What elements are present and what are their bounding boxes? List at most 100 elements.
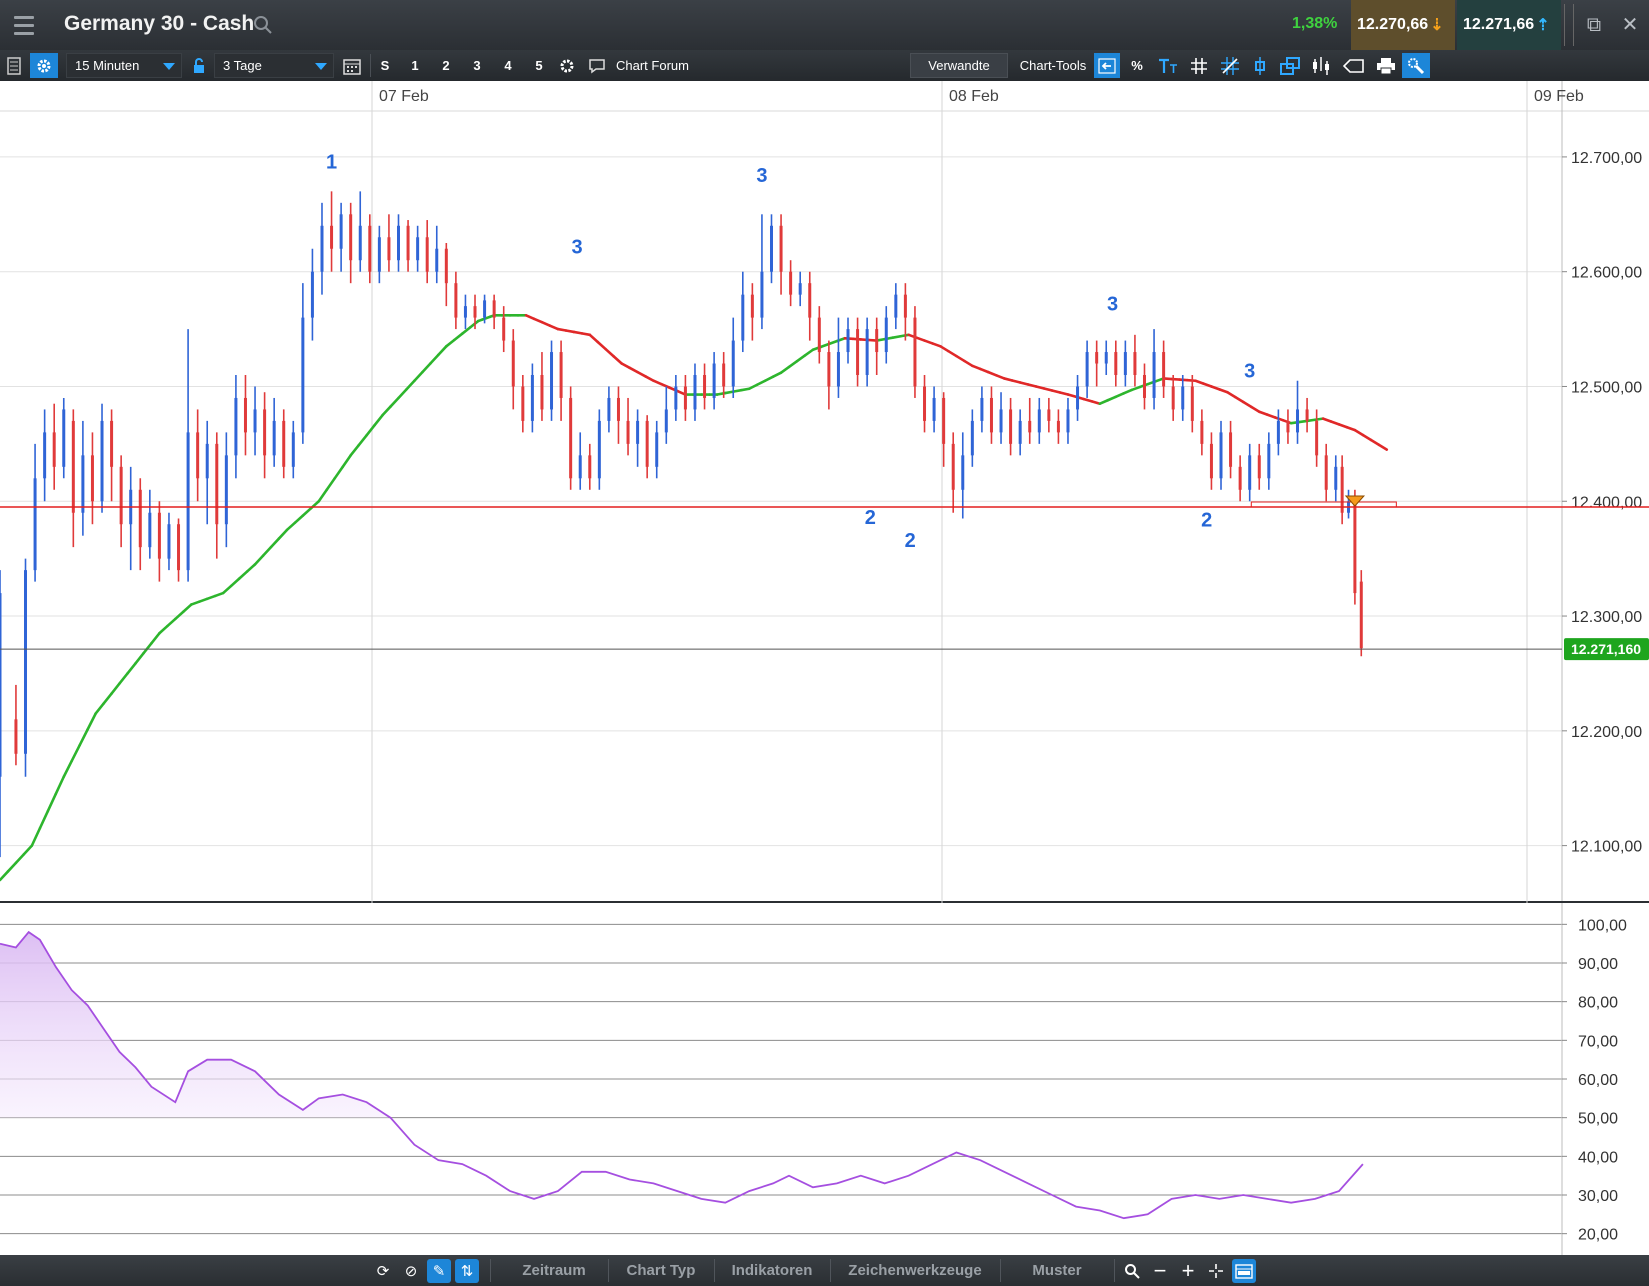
hamburger-menu-icon[interactable] bbox=[8, 10, 40, 40]
candle-body[interactable] bbox=[291, 432, 295, 467]
candle-body[interactable] bbox=[33, 478, 37, 571]
candle-body[interactable] bbox=[1142, 375, 1146, 398]
print-icon[interactable] bbox=[1372, 53, 1400, 78]
candle-body[interactable] bbox=[1305, 409, 1309, 421]
candle-body[interactable] bbox=[798, 283, 802, 295]
candle-body[interactable] bbox=[205, 443, 209, 479]
candle-body[interactable] bbox=[884, 317, 888, 353]
candle-body[interactable] bbox=[750, 294, 754, 318]
candle-body[interactable] bbox=[913, 317, 917, 387]
candle-body[interactable] bbox=[301, 317, 305, 433]
candle-body[interactable] bbox=[1238, 466, 1242, 490]
candle-body[interactable] bbox=[521, 386, 525, 421]
candle-body[interactable] bbox=[1037, 409, 1041, 433]
range-button-2[interactable]: 2 bbox=[442, 58, 450, 73]
candle-body[interactable] bbox=[1056, 420, 1060, 433]
candle-body[interactable] bbox=[282, 420, 286, 467]
candle-body[interactable] bbox=[483, 300, 487, 318]
candle-body[interactable] bbox=[473, 306, 477, 318]
candle-body[interactable] bbox=[234, 397, 238, 456]
candle-body[interactable] bbox=[90, 455, 94, 502]
wave-label[interactable]: 3 bbox=[1107, 294, 1118, 316]
candle-body[interactable] bbox=[626, 420, 630, 444]
candle-body[interactable] bbox=[387, 237, 391, 261]
range-select[interactable]: 3 Tage bbox=[214, 53, 334, 78]
notes-icon[interactable] bbox=[4, 53, 24, 78]
popout-icon[interactable]: ⧉ bbox=[1586, 14, 1602, 36]
candle-body[interactable] bbox=[215, 443, 219, 525]
candle-body[interactable] bbox=[1353, 501, 1357, 594]
candle-body[interactable] bbox=[492, 300, 496, 318]
candle-body[interactable] bbox=[1340, 466, 1344, 513]
candle-body[interactable] bbox=[779, 225, 783, 272]
candle-body[interactable] bbox=[330, 225, 334, 249]
lock-icon[interactable] bbox=[188, 53, 210, 78]
candle-body[interactable] bbox=[253, 409, 257, 433]
candle-body[interactable] bbox=[875, 329, 879, 353]
candle-body[interactable] bbox=[138, 489, 142, 548]
range-button-1[interactable]: 1 bbox=[411, 58, 419, 73]
candle-body[interactable] bbox=[980, 397, 984, 421]
candle-body[interactable] bbox=[722, 363, 726, 387]
candle-body[interactable] bbox=[1152, 352, 1156, 398]
support-zone[interactable] bbox=[1250, 501, 1397, 508]
candle-body[interactable] bbox=[1018, 420, 1022, 444]
percent-button[interactable]: % bbox=[1131, 58, 1143, 73]
related-button[interactable]: Verwandte bbox=[910, 53, 1008, 78]
settings-gear-icon[interactable] bbox=[30, 53, 58, 78]
candle-body[interactable] bbox=[1028, 420, 1032, 433]
zoom-in-icon[interactable]: + bbox=[1181, 1258, 1195, 1283]
candle-body[interactable] bbox=[1047, 409, 1051, 421]
candle-body[interactable] bbox=[808, 283, 812, 318]
candle-body[interactable] bbox=[836, 352, 840, 387]
candle-body[interactable] bbox=[1286, 420, 1290, 433]
range-button-5[interactable]: 5 bbox=[535, 58, 543, 73]
wave-label[interactable]: 2 bbox=[905, 530, 916, 552]
candle-body[interactable] bbox=[463, 306, 467, 318]
candle-body[interactable] bbox=[1133, 352, 1137, 375]
candle-body[interactable] bbox=[243, 397, 247, 433]
candle-body[interactable] bbox=[951, 443, 955, 490]
candle-body[interactable] bbox=[559, 352, 563, 398]
crosshair-icon[interactable] bbox=[1204, 1259, 1228, 1283]
candle-body[interactable] bbox=[148, 512, 152, 548]
candle-body[interactable] bbox=[339, 214, 343, 249]
interval-select[interactable]: 15 Minuten bbox=[66, 53, 182, 78]
candle-body[interactable] bbox=[932, 397, 936, 421]
candle-body[interactable] bbox=[43, 432, 47, 479]
candle-body[interactable] bbox=[1257, 455, 1261, 479]
candle-body[interactable] bbox=[157, 512, 161, 559]
candle-body[interactable] bbox=[1248, 455, 1252, 490]
candle-body[interactable] bbox=[310, 271, 314, 318]
candle-body[interactable] bbox=[1219, 432, 1223, 479]
candle-body[interactable] bbox=[1209, 443, 1213, 479]
candle-body[interactable] bbox=[511, 340, 515, 387]
candle-body[interactable] bbox=[186, 432, 190, 571]
zoom-search-icon[interactable] bbox=[1120, 1259, 1144, 1283]
candle-body[interactable] bbox=[827, 352, 831, 387]
candle-body[interactable] bbox=[894, 294, 898, 318]
wave-label[interactable]: 1 bbox=[326, 151, 337, 173]
candle-body[interactable] bbox=[989, 397, 993, 433]
wave-label[interactable]: 2 bbox=[865, 507, 876, 529]
menu-muster[interactable]: Muster bbox=[1032, 1262, 1082, 1279]
wave-label[interactable]: 2 bbox=[1201, 510, 1212, 532]
candle-body[interactable] bbox=[693, 375, 697, 410]
candle-body[interactable] bbox=[1276, 420, 1280, 444]
candle-body[interactable] bbox=[741, 294, 745, 341]
candle-body[interactable] bbox=[1200, 420, 1204, 444]
buy-price-button[interactable]: 12.271,66 ⇡ bbox=[1457, 0, 1561, 50]
candle-body[interactable] bbox=[942, 397, 946, 444]
candle-body[interactable] bbox=[1296, 409, 1300, 433]
text-tool-icon[interactable] bbox=[1154, 53, 1184, 78]
tools-settings-icon[interactable] bbox=[1402, 53, 1430, 78]
candle-body[interactable] bbox=[1085, 352, 1089, 387]
candle-body[interactable] bbox=[368, 225, 372, 272]
range-button-3[interactable]: 3 bbox=[473, 58, 481, 73]
candle-body[interactable] bbox=[1324, 455, 1328, 490]
candle-body[interactable] bbox=[817, 317, 821, 353]
candle-body[interactable] bbox=[1095, 352, 1099, 364]
candlestick-chart-icon[interactable] bbox=[1308, 53, 1336, 78]
candle-body[interactable] bbox=[961, 455, 965, 490]
calendar-range-icon[interactable] bbox=[1232, 1259, 1256, 1283]
